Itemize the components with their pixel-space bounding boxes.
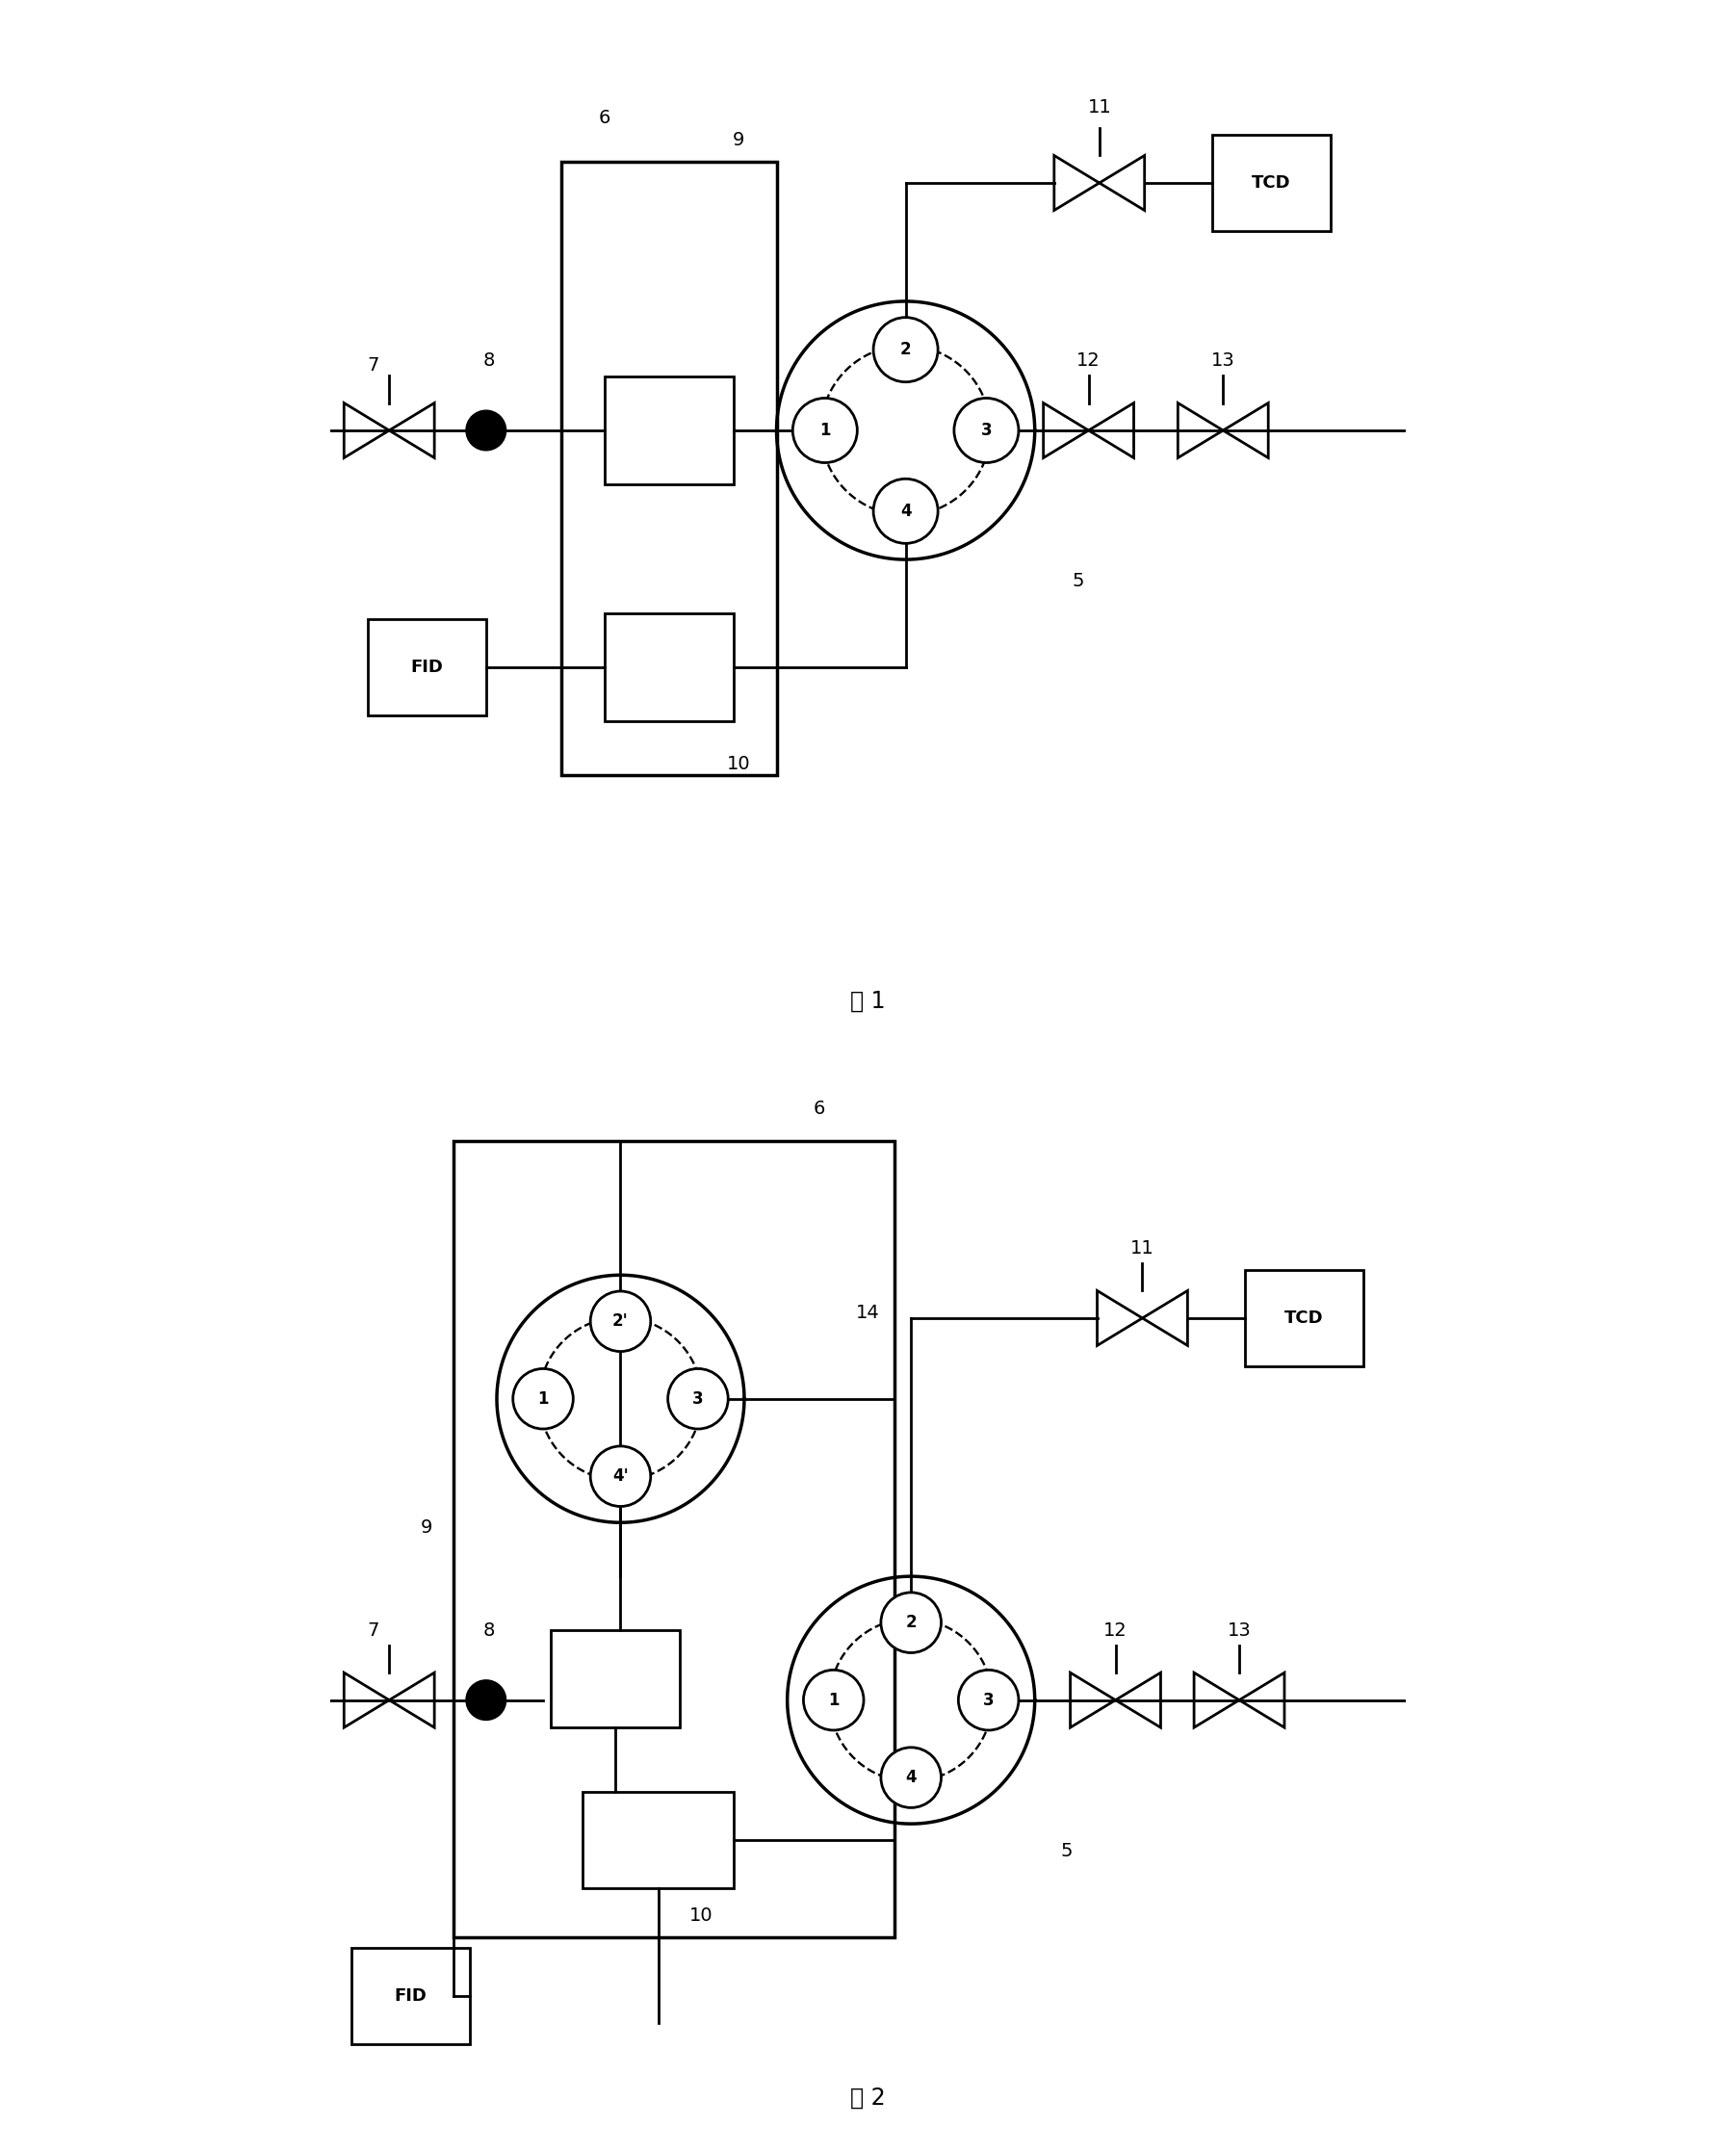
Circle shape bbox=[958, 1670, 1019, 1730]
Bar bbox=[550, 1631, 681, 1726]
Circle shape bbox=[880, 1592, 941, 1653]
Text: 5: 5 bbox=[1061, 1842, 1073, 1859]
Bar bbox=[453, 1141, 894, 1937]
Text: 10: 10 bbox=[689, 1907, 713, 1924]
Bar bbox=[604, 377, 734, 484]
Text: 2: 2 bbox=[906, 1614, 917, 1631]
Text: 8: 8 bbox=[483, 1620, 495, 1640]
Text: 8: 8 bbox=[483, 351, 495, 370]
Bar bbox=[1212, 133, 1332, 232]
Text: 11: 11 bbox=[1087, 99, 1111, 116]
Text: 3: 3 bbox=[981, 422, 991, 439]
Circle shape bbox=[512, 1369, 573, 1429]
Text: 2: 2 bbox=[899, 340, 911, 359]
Text: FID: FID bbox=[394, 1986, 427, 2006]
Text: TCD: TCD bbox=[1285, 1308, 1323, 1328]
Bar bbox=[351, 1948, 470, 2044]
Circle shape bbox=[590, 1446, 651, 1506]
Text: FID: FID bbox=[410, 659, 443, 676]
Bar bbox=[561, 161, 776, 775]
Circle shape bbox=[880, 1747, 941, 1808]
Bar bbox=[583, 1790, 734, 1889]
Text: 5: 5 bbox=[1071, 572, 1083, 590]
Text: 12: 12 bbox=[1076, 351, 1101, 370]
Bar bbox=[368, 620, 486, 714]
Text: 13: 13 bbox=[1227, 1620, 1252, 1640]
Text: 7: 7 bbox=[366, 1620, 378, 1640]
Text: 12: 12 bbox=[1104, 1620, 1127, 1640]
Circle shape bbox=[793, 398, 858, 463]
Text: 1: 1 bbox=[819, 422, 830, 439]
Text: 4: 4 bbox=[899, 501, 911, 521]
Text: 11: 11 bbox=[1130, 1240, 1154, 1257]
Circle shape bbox=[873, 316, 937, 383]
Text: 3: 3 bbox=[983, 1691, 995, 1709]
Bar bbox=[1245, 1270, 1363, 1367]
Text: 9: 9 bbox=[420, 1519, 432, 1537]
Text: 13: 13 bbox=[1212, 351, 1234, 370]
Text: 6: 6 bbox=[814, 1100, 826, 1117]
Circle shape bbox=[873, 478, 937, 544]
Text: 图 1: 图 1 bbox=[851, 990, 885, 1011]
Text: 4': 4' bbox=[613, 1468, 628, 1485]
Text: 14: 14 bbox=[856, 1304, 880, 1321]
Text: 3: 3 bbox=[693, 1390, 703, 1407]
Text: 1: 1 bbox=[538, 1390, 549, 1407]
Circle shape bbox=[590, 1291, 651, 1351]
Text: 7: 7 bbox=[366, 357, 378, 374]
Circle shape bbox=[467, 1681, 505, 1719]
Text: 10: 10 bbox=[727, 755, 750, 773]
Circle shape bbox=[467, 411, 505, 450]
Circle shape bbox=[668, 1369, 727, 1429]
Text: TCD: TCD bbox=[1252, 174, 1292, 192]
Circle shape bbox=[955, 398, 1019, 463]
Bar bbox=[604, 613, 734, 721]
Text: 4: 4 bbox=[906, 1769, 917, 1786]
Text: 2': 2' bbox=[613, 1313, 628, 1330]
Circle shape bbox=[804, 1670, 865, 1730]
Text: 图 2: 图 2 bbox=[851, 2087, 885, 2109]
Text: 1: 1 bbox=[828, 1691, 838, 1709]
Text: 6: 6 bbox=[599, 110, 611, 127]
Text: 9: 9 bbox=[733, 131, 745, 148]
